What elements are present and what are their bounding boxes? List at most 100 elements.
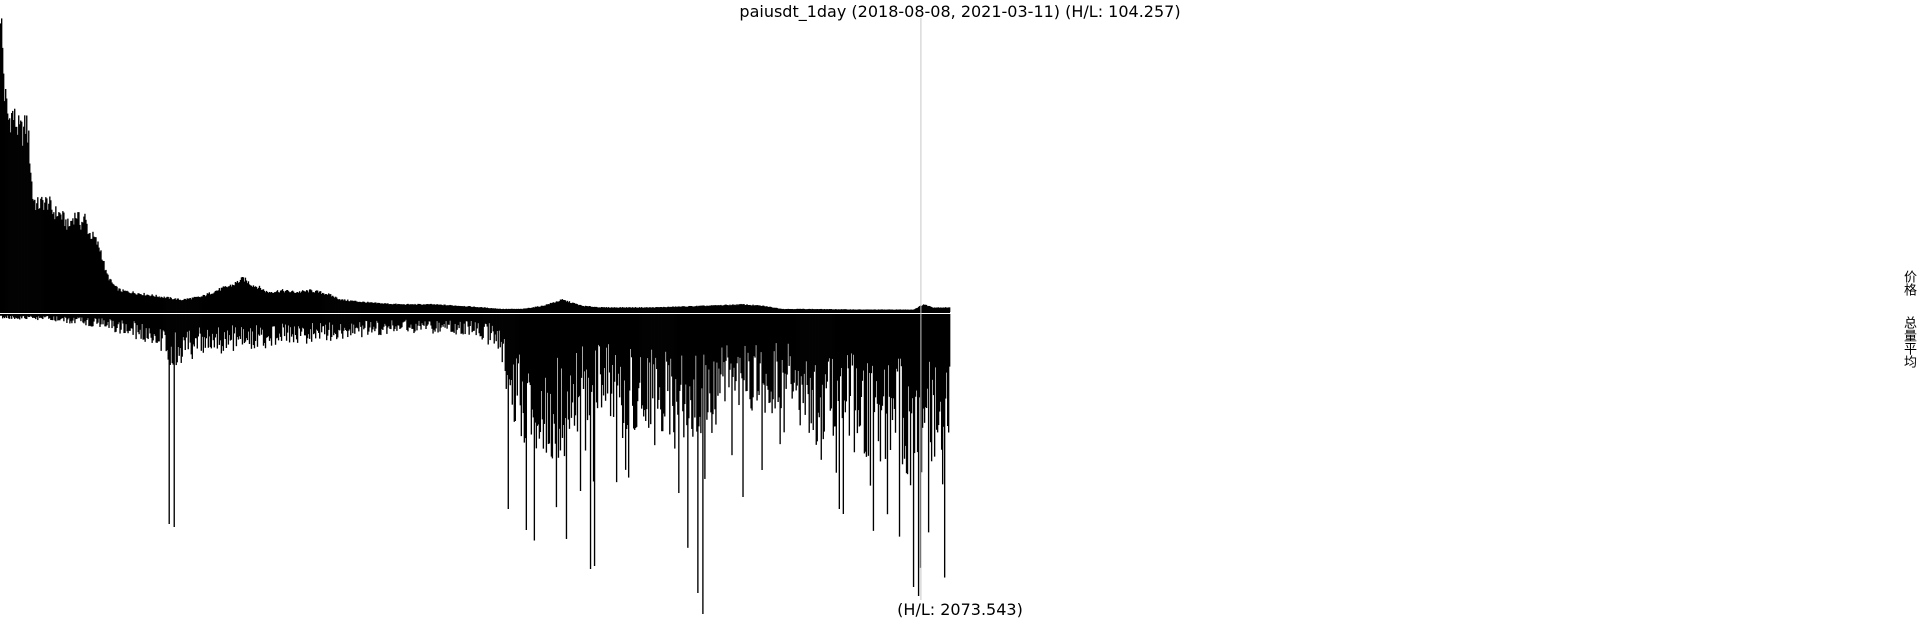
price-bar	[724, 304, 726, 312]
price-bar	[810, 309, 812, 312]
price-bar	[289, 292, 292, 312]
price-bar	[127, 291, 129, 312]
volume-bar	[907, 314, 910, 387]
volume-bar	[329, 314, 331, 323]
price-bar	[511, 308, 513, 312]
volume-bar	[853, 314, 856, 453]
price-bar	[767, 306, 769, 312]
volume-bar	[111, 314, 113, 329]
volume-bar	[876, 314, 879, 404]
price-bar	[71, 220, 73, 312]
price-bar	[674, 307, 676, 312]
volume-bar	[551, 314, 554, 459]
volume-bar	[811, 314, 813, 390]
volume-bar	[581, 314, 584, 347]
price-bar	[512, 308, 514, 312]
price-bar	[508, 308, 510, 312]
volume-bar	[143, 314, 145, 340]
price-bar	[456, 306, 458, 312]
volume-bar	[4, 314, 6, 319]
volume-bar	[598, 314, 601, 347]
price-bar	[52, 214, 54, 312]
volume-bar	[55, 314, 57, 322]
price-bar	[184, 298, 186, 312]
volume-bar	[151, 314, 153, 343]
volume-bar	[901, 314, 904, 465]
price-bar	[935, 307, 938, 312]
price-bar	[544, 305, 547, 312]
volume-bar	[247, 314, 250, 332]
price-bar	[305, 290, 308, 312]
price-bar	[586, 306, 589, 312]
price-bar	[394, 304, 396, 312]
price-bar	[164, 298, 166, 312]
price-bar	[292, 291, 295, 312]
volume-bar	[279, 314, 282, 337]
price-bar	[371, 302, 373, 312]
volume-bar	[872, 314, 875, 531]
volume-bar	[737, 314, 739, 357]
volume-bar	[343, 314, 345, 331]
price-bar	[20, 120, 22, 312]
volume-bar	[291, 314, 294, 335]
volume-bar	[605, 314, 608, 348]
volume-bar	[211, 314, 214, 334]
volume-bar	[835, 314, 837, 473]
price-bar	[325, 294, 327, 312]
volume-bar	[411, 314, 413, 329]
volume-bar	[60, 314, 62, 320]
volume-bar	[570, 314, 573, 418]
volume-bar	[188, 314, 190, 331]
price-bar	[835, 309, 837, 312]
price-bar	[905, 309, 908, 312]
volume-bar	[825, 314, 827, 389]
price-bar	[50, 200, 52, 312]
volume-bar	[194, 314, 196, 339]
price-bar	[570, 303, 573, 312]
price-bar	[443, 304, 445, 312]
price-bar	[592, 307, 595, 312]
price-bar	[657, 307, 659, 312]
volume-bar	[424, 314, 426, 322]
volume-bar	[360, 314, 362, 327]
volume-bar	[502, 314, 504, 344]
price-bar	[607, 307, 610, 312]
price-bar	[450, 305, 452, 312]
price-bar	[562, 299, 565, 312]
price-bar	[293, 292, 296, 312]
volume-bar	[122, 314, 124, 324]
volume-bar	[753, 314, 755, 357]
volume-bar	[63, 314, 65, 322]
volume-bar	[593, 314, 596, 566]
volume-bar	[803, 314, 805, 374]
price-bar	[518, 308, 520, 312]
price-bar	[523, 308, 525, 312]
volume-bar	[884, 314, 887, 459]
price-bar	[16, 126, 18, 312]
price-bar	[454, 305, 456, 312]
price-bar	[528, 307, 531, 312]
price-bar	[620, 307, 623, 312]
price-bar	[550, 303, 553, 312]
volume-bar	[603, 314, 606, 369]
price-bar	[145, 295, 147, 312]
price-bar	[104, 270, 106, 312]
volume-bar	[922, 314, 925, 409]
volume-bar	[216, 314, 219, 349]
price-bar	[830, 309, 832, 312]
volume-bar	[105, 314, 107, 327]
price-bar	[520, 308, 522, 312]
price-bar	[264, 292, 267, 312]
volume-bar	[316, 314, 318, 330]
volume-bar	[365, 314, 367, 321]
price-bar	[852, 309, 855, 312]
price-bar	[796, 308, 798, 312]
volume-bar	[295, 314, 298, 340]
price-bar	[267, 292, 270, 312]
price-bar	[590, 306, 593, 312]
volume-bar	[185, 314, 187, 338]
volume-bar	[920, 314, 923, 473]
volume-bar	[459, 314, 461, 322]
volume-bar	[837, 314, 839, 402]
